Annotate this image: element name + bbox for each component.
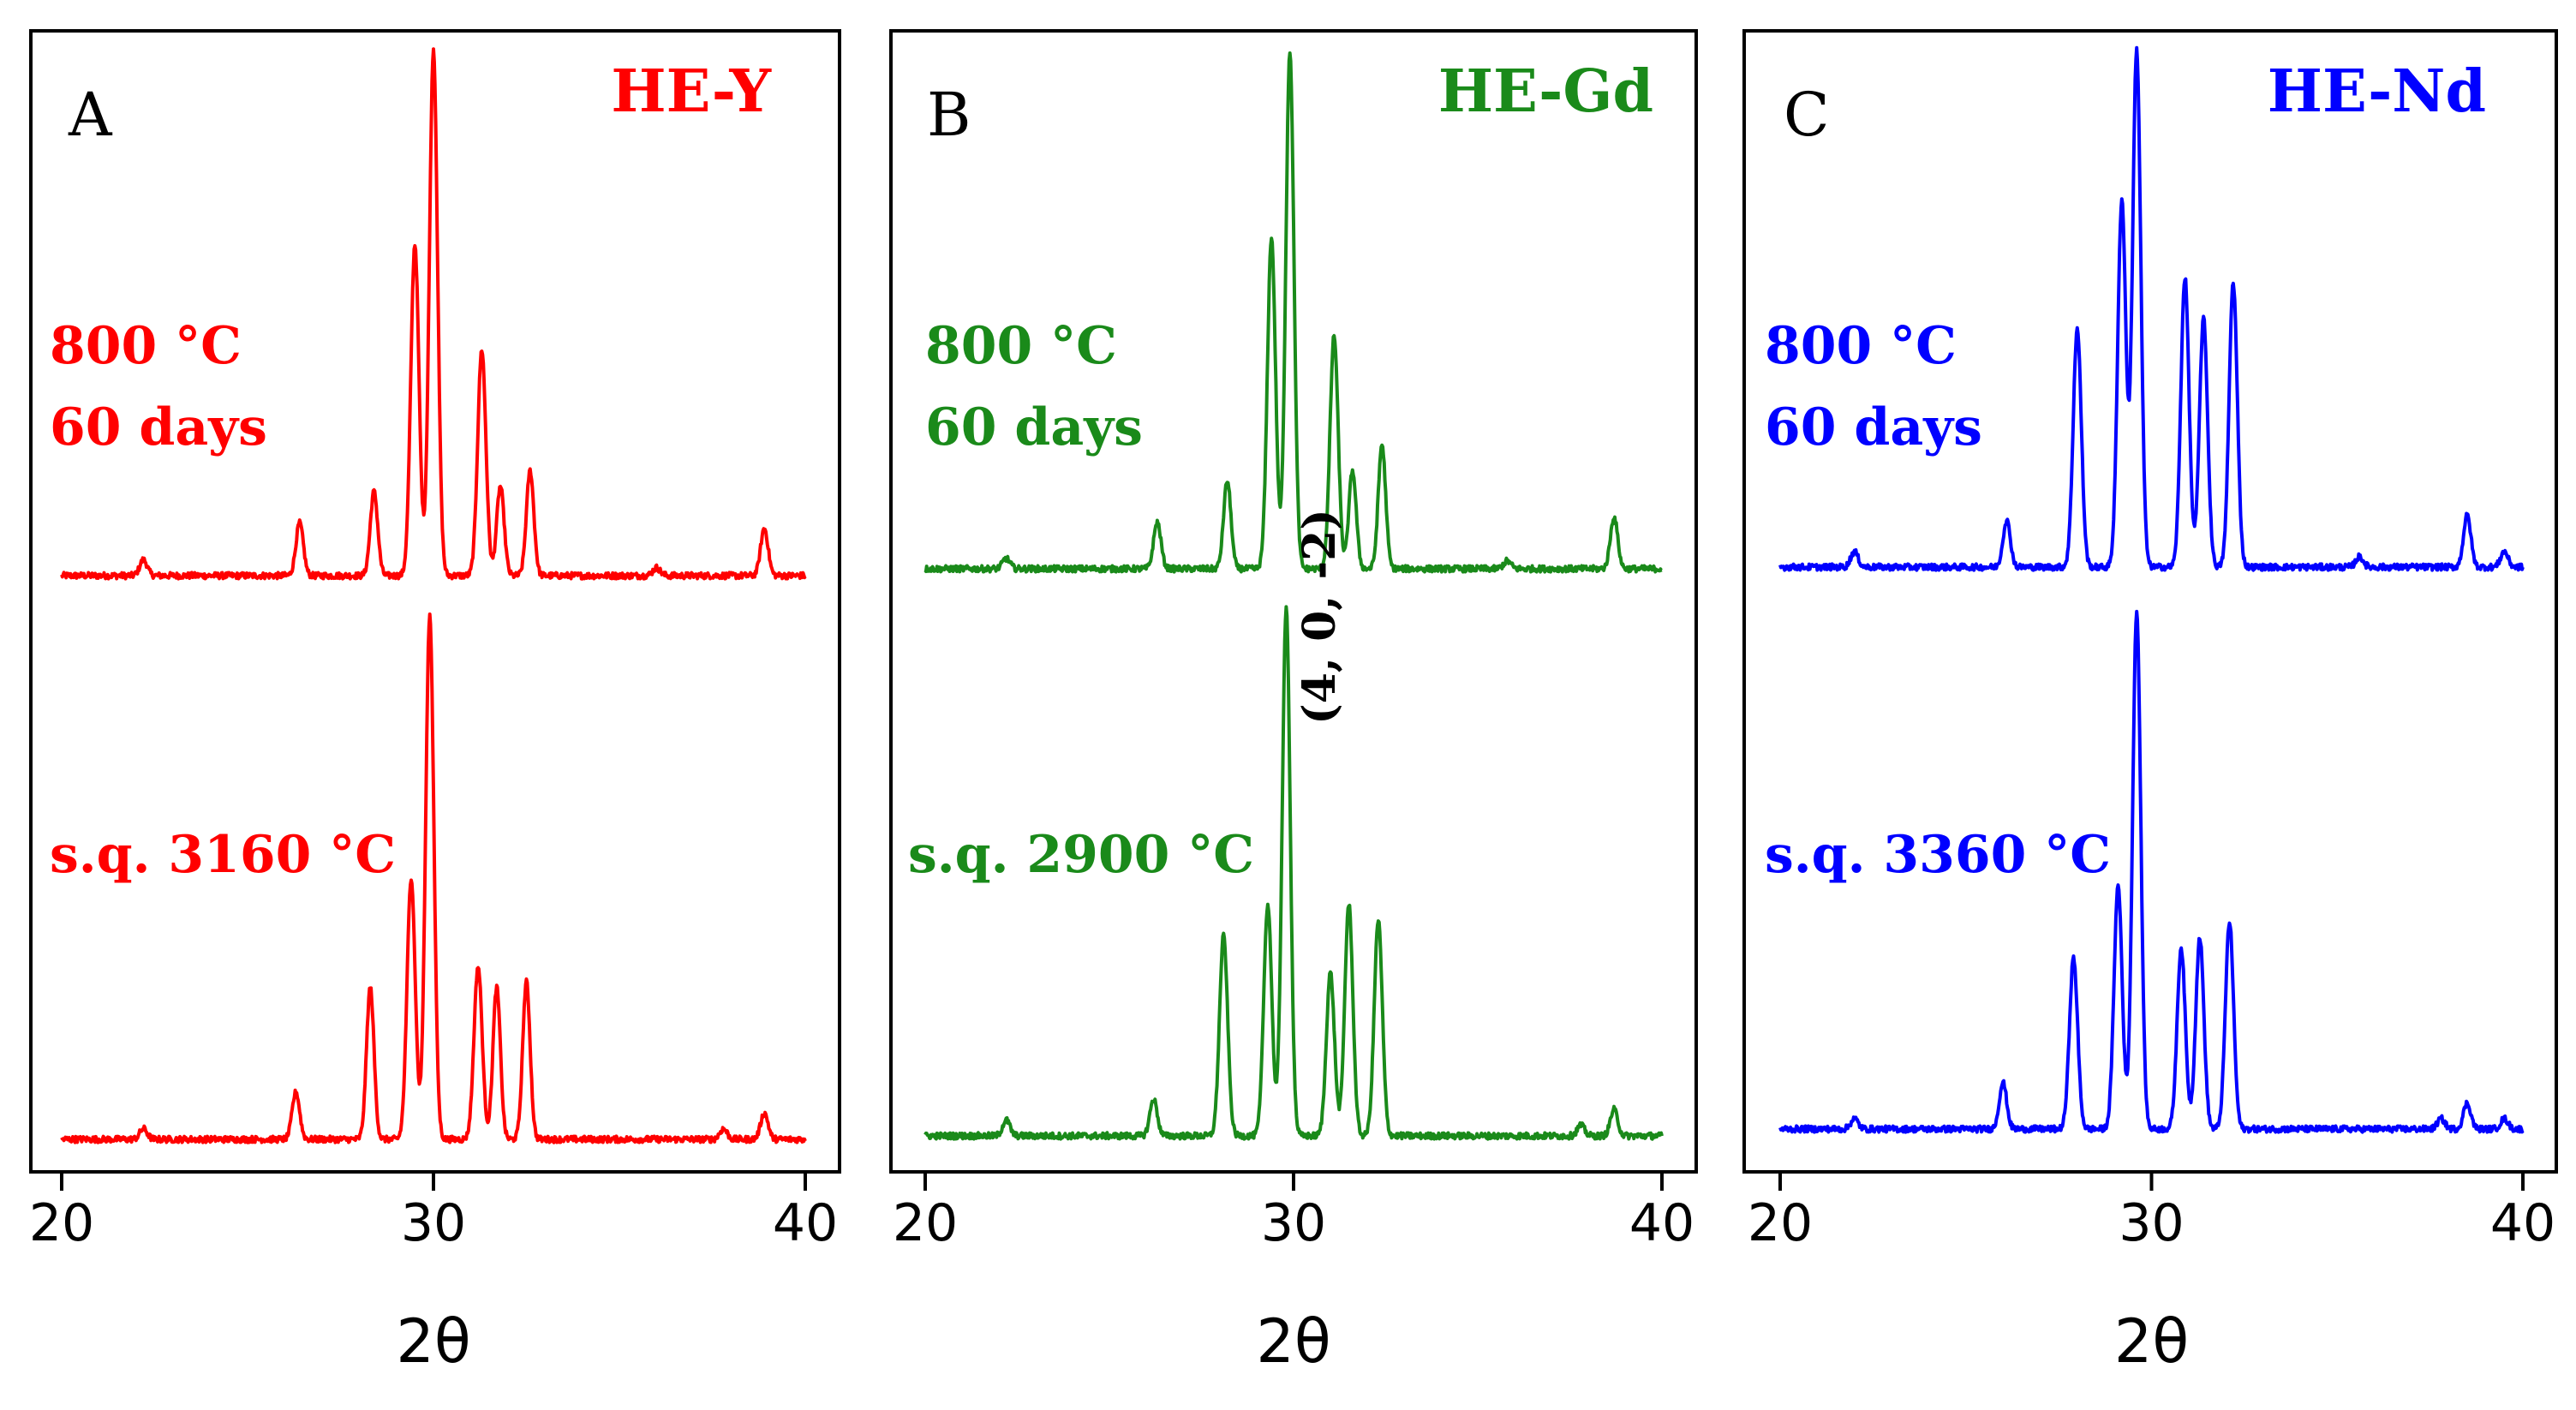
panel-b: 800 °C 60 days s.q. 2900 °C 20 30 40 2θ B HE-Gd (… — [889, 29, 1698, 1377]
x-tick-label: 30 — [2119, 1193, 2184, 1253]
series-label: 60 days — [50, 397, 267, 457]
x-tick-label: 20 — [1748, 1193, 1813, 1253]
series-line-annealed — [1778, 45, 2525, 572]
series-label: 800 °C — [50, 316, 242, 376]
series-label: 60 days — [925, 397, 1143, 457]
series-label: 800 °C — [925, 316, 1117, 376]
x-tick-label: 40 — [1629, 1193, 1694, 1253]
x-tick-label: 20 — [893, 1193, 958, 1253]
series-line-quenched — [1778, 609, 2525, 1134]
panel-letter: B — [927, 80, 971, 150]
panel-title: HE-Nd — [2268, 57, 2486, 126]
series-label: s.q. 2900 °C — [908, 825, 1254, 885]
series-label: s.q. 3360 °C — [1765, 825, 2111, 885]
series-label: 60 days — [1765, 397, 1982, 457]
series-label: 800 °C — [1765, 316, 1957, 376]
panel-title: HE-Y — [611, 57, 772, 126]
x-tick-label: 40 — [2490, 1193, 2555, 1253]
series-line-quenched — [60, 612, 807, 1144]
x-tick-label: 20 — [29, 1193, 94, 1253]
x-axis-label: 2θ — [2114, 1306, 2189, 1377]
series-label: s.q. 3160 °C — [50, 825, 396, 885]
x-tick-label: 30 — [1261, 1193, 1326, 1253]
x-axis-label: 2θ — [1256, 1306, 1330, 1377]
panel-c: 800 °C 60 days s.q. 3360 °C 20 30 40 2θ C HE-Nd — [1742, 29, 2558, 1377]
series-line-annealed — [923, 51, 1664, 574]
panel-title: HE-Gd — [1438, 57, 1653, 126]
series-line-annealed — [60, 47, 807, 581]
x-tick-label: 40 — [773, 1193, 838, 1253]
panel-letter: C — [1784, 80, 1830, 150]
x-tick-label: 30 — [401, 1193, 466, 1253]
x-axis-label: 2θ — [396, 1306, 470, 1377]
panel-a: 800 °C 60 days s.q. 3160 °C 20 30 40 2θ A HE-Y — [29, 29, 841, 1377]
series-line-quenched — [923, 605, 1664, 1141]
plot-frame — [1742, 29, 2558, 1174]
panel-letter: A — [68, 80, 113, 150]
peak-annotation: (4, 0, -2) — [1294, 509, 1346, 725]
